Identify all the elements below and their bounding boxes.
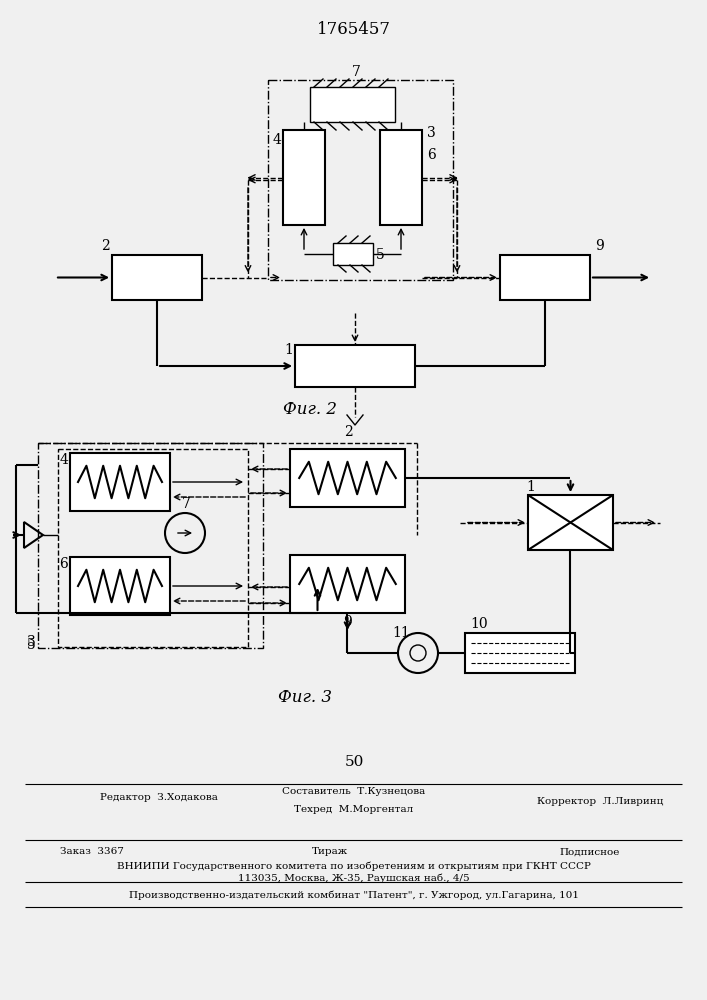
Text: 5: 5 bbox=[28, 638, 36, 652]
Text: 9: 9 bbox=[344, 615, 352, 629]
Text: 1: 1 bbox=[284, 343, 293, 357]
Text: Тираж: Тираж bbox=[312, 848, 348, 856]
Text: 50: 50 bbox=[344, 755, 363, 769]
Bar bbox=[295, 345, 415, 387]
Text: 1: 1 bbox=[526, 480, 535, 494]
Text: 5: 5 bbox=[376, 248, 385, 262]
Text: 3: 3 bbox=[28, 635, 36, 649]
Text: Фиг. 3: Фиг. 3 bbox=[278, 688, 332, 706]
Bar bbox=[528, 495, 613, 550]
Text: 7: 7 bbox=[352, 65, 361, 79]
Text: 11: 11 bbox=[392, 626, 410, 640]
Text: Производственно-издательский комбинат "Патент", г. Ужгород, ул.Гагарина, 101: Производственно-издательский комбинат "П… bbox=[129, 890, 579, 900]
Text: Редактор  З.Ходакова: Редактор З.Ходакова bbox=[100, 794, 218, 802]
Text: 2: 2 bbox=[344, 425, 352, 439]
Bar bbox=[112, 255, 202, 300]
Bar bbox=[500, 255, 590, 300]
Bar bbox=[70, 453, 170, 511]
Bar bbox=[290, 449, 405, 507]
Text: Составитель  Т.Кузнецова: Составитель Т.Кузнецова bbox=[282, 788, 426, 796]
Bar bbox=[310, 87, 395, 122]
Bar bbox=[333, 243, 373, 265]
Bar bbox=[465, 633, 575, 673]
Bar bbox=[38, 443, 263, 648]
Text: ВНИИПИ Государственного комитета по изобретениям и открытиям при ГКНТ СССР: ВНИИПИ Государственного комитета по изоб… bbox=[117, 861, 591, 871]
Text: Заказ  3367: Заказ 3367 bbox=[60, 848, 124, 856]
Text: 9: 9 bbox=[595, 239, 604, 253]
Text: 6: 6 bbox=[427, 148, 436, 162]
Bar bbox=[268, 80, 453, 280]
Text: 1765457: 1765457 bbox=[317, 21, 391, 38]
Bar bbox=[380, 130, 422, 225]
Text: 3: 3 bbox=[427, 126, 436, 140]
Text: 2: 2 bbox=[101, 239, 110, 253]
Bar bbox=[290, 555, 405, 613]
Text: 7: 7 bbox=[182, 497, 191, 511]
Bar bbox=[283, 130, 325, 225]
Bar bbox=[58, 449, 248, 647]
Text: 4: 4 bbox=[272, 133, 281, 147]
Text: Корректор  Л.Ливринц: Корректор Л.Ливринц bbox=[537, 798, 663, 806]
Text: Подписное: Подписное bbox=[560, 848, 620, 856]
Text: Фиг. 2: Фиг. 2 bbox=[283, 401, 337, 418]
Text: Техред  М.Моргентал: Техред М.Моргентал bbox=[294, 806, 414, 814]
Text: 4: 4 bbox=[59, 453, 68, 467]
Text: 113035, Москва, Ж-35, Раушская наб., 4/5: 113035, Москва, Ж-35, Раушская наб., 4/5 bbox=[238, 873, 470, 883]
Bar bbox=[70, 557, 170, 615]
Text: 10: 10 bbox=[470, 617, 488, 631]
Text: 6: 6 bbox=[59, 557, 68, 571]
